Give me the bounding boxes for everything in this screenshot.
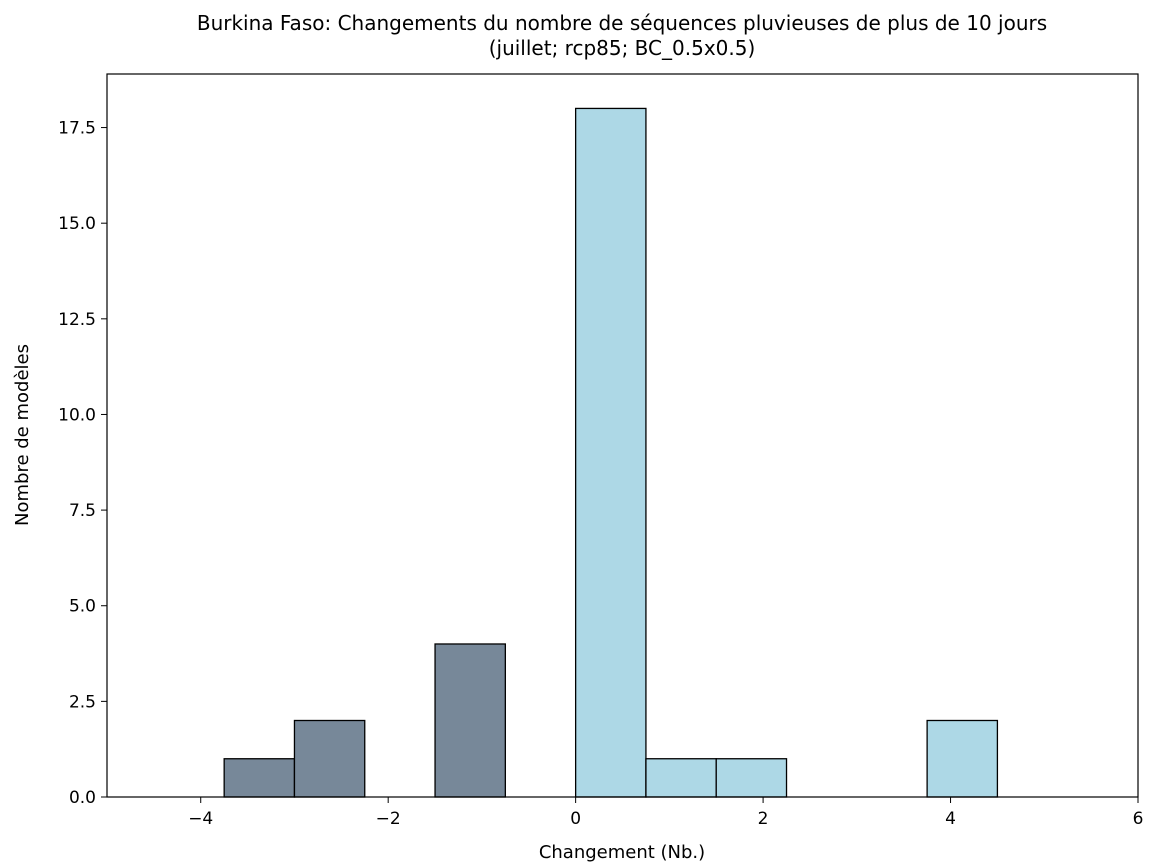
x-tick-label: 6 (1133, 809, 1144, 829)
x-axis-ticks: −4 −2 0 2 4 6 (188, 797, 1143, 829)
chart-subtitle: (juillet; rcp85; BC_0.5x0.5) (489, 36, 756, 60)
y-tick-label: 10.0 (58, 405, 96, 425)
y-tick-label: 7.5 (69, 501, 96, 521)
x-tick-label: 4 (945, 809, 956, 829)
y-tick-label: 12.5 (58, 310, 96, 330)
histogram-bar-1 (223, 758, 296, 798)
y-tick-label: 15.0 (58, 214, 96, 234)
x-tick-label: −2 (376, 809, 401, 829)
y-tick-label: 5.0 (69, 597, 96, 617)
histogram-bar-4 (434, 643, 506, 798)
x-tick-label: 2 (758, 809, 769, 829)
y-axis-label: Nombre de modèles (12, 344, 33, 526)
plot-frame (106, 73, 1139, 798)
y-axis-ticks: 0.0 2.5 5.0 7.5 10.0 12.5 15.0 17.5 (58, 119, 107, 808)
histogram-bar-8 (715, 758, 788, 798)
histogram-bar-2 (293, 719, 366, 798)
bars-group (223, 107, 999, 798)
histogram-bar-11 (926, 719, 999, 798)
chart-title: Burkina Faso: Changements du nombre de s… (197, 11, 1047, 35)
x-axis-label: Changement (Nb.) (539, 842, 705, 863)
histogram-bar-6 (574, 107, 647, 798)
x-tick-label: −4 (188, 809, 213, 829)
histogram-bar-7 (645, 758, 717, 798)
y-tick-label: 17.5 (58, 119, 96, 139)
y-tick-label: 0.0 (69, 788, 96, 808)
y-tick-label: 2.5 (69, 692, 96, 712)
x-tick-label: 0 (570, 809, 581, 829)
